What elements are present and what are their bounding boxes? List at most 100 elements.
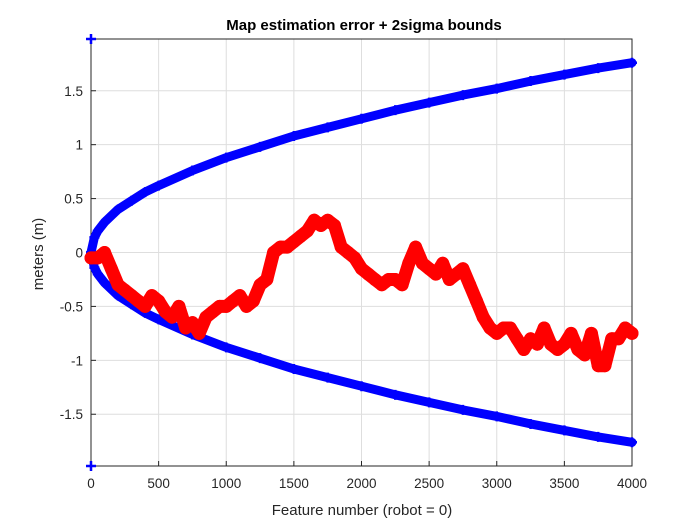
error-point: [564, 326, 578, 340]
error-point: [246, 294, 260, 308]
error-point: [192, 326, 206, 340]
error-point: [463, 278, 477, 292]
bound-point: [288, 363, 299, 374]
bound-point: [627, 57, 637, 68]
error-point: [584, 326, 598, 340]
bound-point: [356, 381, 367, 392]
corner-plus-marker: [86, 461, 96, 471]
x-tick-label: 4000: [617, 476, 647, 491]
bound-point: [424, 97, 435, 108]
bound-point: [593, 431, 604, 442]
y-axis-label: meters (m): [30, 218, 47, 291]
error-point: [185, 316, 199, 330]
error-point: [328, 219, 341, 232]
error-point: [456, 262, 470, 276]
corner-plus-marker: [86, 34, 96, 44]
bound-point: [559, 425, 570, 436]
error-point: [503, 321, 517, 335]
y-tick-label: -1: [71, 353, 83, 368]
error-point: [348, 251, 362, 265]
series-error: [84, 213, 639, 373]
bound-point: [92, 269, 103, 280]
error-point: [476, 310, 490, 324]
error-point: [429, 267, 443, 281]
x-tick-label: 0: [87, 476, 95, 491]
x-tick-label: 3000: [482, 476, 512, 491]
error-point: [625, 326, 639, 340]
x-tick-label: 2000: [346, 476, 376, 491]
bound-point: [153, 314, 164, 325]
y-axis: -1.5 -1 -0.5 0 0.5 1 1.5: [60, 84, 96, 422]
error-point: [138, 299, 152, 313]
x-axis-label: Feature number (robot = 0): [272, 502, 453, 519]
error-point: [510, 332, 524, 346]
error-point: [436, 256, 450, 270]
error-point: [152, 294, 166, 308]
bound-point: [559, 69, 570, 80]
error-point: [530, 337, 544, 351]
series-layer: [84, 34, 639, 471]
error-point: [598, 359, 612, 373]
x-tick-label: 500: [147, 476, 170, 491]
bound-point: [457, 90, 468, 101]
bound-point: [288, 131, 299, 142]
error-point: [402, 256, 416, 270]
bound-point: [140, 187, 151, 198]
y-tick-label: 1: [75, 138, 83, 153]
x-tick-label: 1500: [279, 476, 309, 491]
bound-point: [187, 165, 198, 176]
bound-point: [126, 195, 137, 206]
bound-point: [356, 113, 367, 124]
bound-point: [89, 232, 100, 243]
y-tick-label: 0.5: [64, 192, 83, 207]
series-line-upper-bound: [86, 58, 637, 257]
error-point: [300, 224, 314, 238]
bound-point: [99, 277, 110, 288]
series-line-lower-bound: [86, 248, 637, 447]
x-tick-label: 3500: [549, 476, 579, 491]
bound-point: [593, 63, 604, 74]
y-tick-label: 1.5: [64, 84, 83, 99]
error-point: [557, 337, 571, 351]
error-point: [260, 273, 274, 286]
bound-point: [322, 372, 333, 383]
bound-point: [322, 122, 333, 133]
error-point: [517, 343, 531, 356]
bound-point: [255, 141, 266, 152]
bound-point: [113, 204, 124, 215]
bound-point: [491, 411, 502, 422]
bound-point: [525, 76, 536, 87]
error-point: [172, 299, 186, 313]
bound-point: [255, 353, 266, 364]
chart-title: Map estimation error + 2sigma bounds: [226, 17, 501, 34]
x-tick-label: 1000: [211, 476, 241, 491]
bound-point: [153, 180, 164, 191]
bound-point: [525, 418, 536, 429]
bound-point: [92, 225, 103, 236]
x-tick-label: 2500: [414, 476, 444, 491]
bound-point: [390, 105, 401, 116]
error-point: [409, 240, 423, 254]
error-point: [165, 310, 179, 324]
bound-point: [491, 83, 502, 94]
bound-point: [99, 217, 110, 228]
bound-point: [221, 152, 232, 163]
error-point: [578, 348, 592, 362]
y-tick-label: -1.5: [60, 407, 83, 422]
error-point: [104, 262, 118, 276]
bound-point: [390, 389, 401, 400]
error-point: [612, 332, 625, 346]
bound-point: [424, 397, 435, 408]
error-point: [470, 294, 483, 308]
grid: [90, 39, 633, 466]
error-point: [98, 246, 111, 259]
y-tick-label: -0.5: [60, 299, 83, 314]
bound-point: [627, 437, 637, 448]
bound-point: [457, 404, 468, 415]
bound-point: [221, 342, 232, 353]
series-upper-bound: [86, 57, 637, 258]
x-axis: 0 500 1000 1500 2000 2500 3000 3500 4000: [87, 461, 647, 491]
error-point: [233, 289, 247, 303]
error-point: [395, 278, 409, 292]
